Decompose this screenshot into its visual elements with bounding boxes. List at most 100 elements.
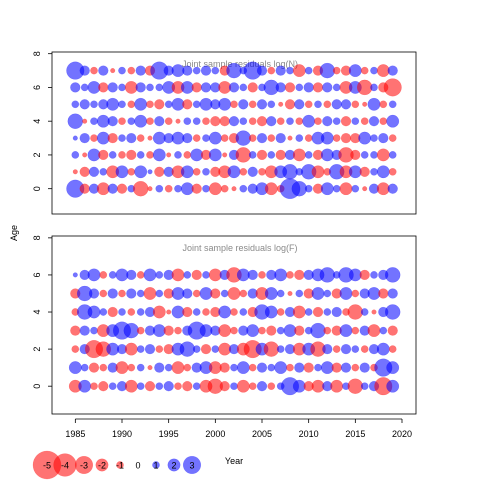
panel-f-bubble <box>99 363 108 372</box>
panel-f-bubble <box>294 362 305 373</box>
panel-f-bubble <box>79 325 90 336</box>
panel-f-bubble <box>347 378 363 394</box>
panel-n-bubble <box>230 100 238 109</box>
legend-label: -2 <box>98 461 106 471</box>
panel-f-bubble <box>360 308 369 316</box>
panel-n-bubble <box>183 117 192 125</box>
panel-f-bubble <box>143 268 157 282</box>
panel-f-bubble <box>174 382 182 391</box>
panel-f-bubble <box>351 326 360 335</box>
panel-f-bubble <box>379 326 388 335</box>
size-legend: -5 -4 -3 -2 -1 0 1 2 3 <box>32 450 201 480</box>
panel-n-bubble <box>72 135 78 141</box>
panel-n-bubble <box>379 117 388 125</box>
panel-n-bubble <box>387 65 398 76</box>
panel-f-bubble <box>136 382 145 391</box>
panel-f-bubble <box>78 379 92 393</box>
panel-n-bubble <box>275 82 286 93</box>
panel-n-bubble <box>388 100 397 109</box>
legend-bubble <box>182 456 201 475</box>
panel-f-bubble <box>210 288 221 299</box>
panel-n-bubble <box>134 114 148 128</box>
panel-n-bubble <box>147 186 153 192</box>
panel-f-bubble <box>258 326 266 335</box>
panel-n-bubble <box>90 66 98 75</box>
panel-n-bubble <box>146 83 154 92</box>
panel-n-bubble <box>319 62 335 79</box>
panel-f-bubble <box>360 345 369 353</box>
panel-f-bubble <box>200 344 212 355</box>
panel-f-bubble <box>310 322 326 339</box>
panel-f: Joint sample residuals log(F) 0 2 4 6 8 <box>32 235 417 415</box>
panel-n-bubble <box>118 134 126 142</box>
panel-n-bubble <box>202 184 210 193</box>
panel-n-bubble <box>339 182 353 196</box>
panel-n-bubble <box>304 151 313 159</box>
panel-f-bubble <box>191 269 202 281</box>
panel-f-bubble <box>371 309 377 315</box>
panel-f-bubble <box>388 345 397 353</box>
panel-n-bubble <box>304 134 313 142</box>
panel-f-bubble <box>247 269 258 281</box>
panel-f-bubble <box>143 287 157 300</box>
panel-n-bubble <box>332 83 341 92</box>
panel-n-bubble <box>108 151 117 159</box>
panel-f-bubble <box>276 289 285 298</box>
panel-f-bubble <box>192 289 201 298</box>
panel-f-bubble <box>152 305 166 319</box>
panel-n-bubble <box>155 184 164 193</box>
panel-f-bubble <box>99 271 108 279</box>
panel-n-bubble <box>146 117 154 125</box>
panel-n-bubble <box>284 99 296 110</box>
panel-f-bubble <box>182 288 193 299</box>
panel-n-bubble <box>350 149 361 161</box>
panel-f-bubble <box>339 324 353 337</box>
panel-f-bubble <box>107 306 118 318</box>
panel-f-bubble <box>192 345 201 353</box>
panel-f-bubble <box>386 379 400 393</box>
panel-f-bubble <box>218 305 232 319</box>
panel-f-bubble <box>311 287 325 300</box>
panel-n-bubble <box>292 148 306 162</box>
panel-f-bubble <box>118 308 126 316</box>
panel-f-bubble <box>123 322 140 339</box>
panel-f-bubble <box>276 326 285 335</box>
panel-n-bubble <box>322 82 333 93</box>
panel-f-bubble <box>144 381 156 392</box>
panel-f-bubble <box>360 382 369 391</box>
legend-label: -1 <box>116 461 124 471</box>
legend-bubble <box>167 458 181 472</box>
legend-label: -3 <box>80 461 88 471</box>
panel-f-bubble <box>385 267 401 283</box>
panel-f-bubble <box>267 363 276 372</box>
panel-f-bubble <box>211 345 220 353</box>
panel-n-bubble <box>256 149 268 161</box>
panel-n-bubble <box>115 165 129 179</box>
panel-f-bubble <box>256 381 268 392</box>
panel-f-bubble <box>332 345 341 353</box>
panel-n-bubble <box>182 133 193 144</box>
panel-n-bubble <box>164 100 173 109</box>
panel-n-bubble <box>79 65 90 76</box>
panel-n-bubble <box>98 149 109 161</box>
panel-f-bubble <box>136 308 145 316</box>
panel-n-bubble <box>294 99 305 110</box>
panel-f-bubble <box>147 365 153 371</box>
panel-f-bubble <box>219 362 230 373</box>
panel-f-bubble <box>182 381 193 392</box>
panel-f-bubble <box>183 271 192 279</box>
panel-n-bubble <box>90 134 98 142</box>
panel-n-bubble <box>370 83 378 92</box>
panel-n-bubble <box>247 82 258 93</box>
panel-f-y-tick-label: 0 <box>32 384 42 389</box>
panel-n-bubble <box>264 182 278 196</box>
panel-n-bubble <box>231 186 237 192</box>
panel-f-bubble <box>126 269 137 281</box>
legend-label: 2 <box>171 461 176 471</box>
panel-n-bubble <box>110 68 116 74</box>
panel-n-bubble <box>351 117 360 125</box>
legend-bubble <box>116 461 124 469</box>
panel-n-bubble <box>202 117 210 125</box>
panel-n-bubble <box>116 183 128 194</box>
